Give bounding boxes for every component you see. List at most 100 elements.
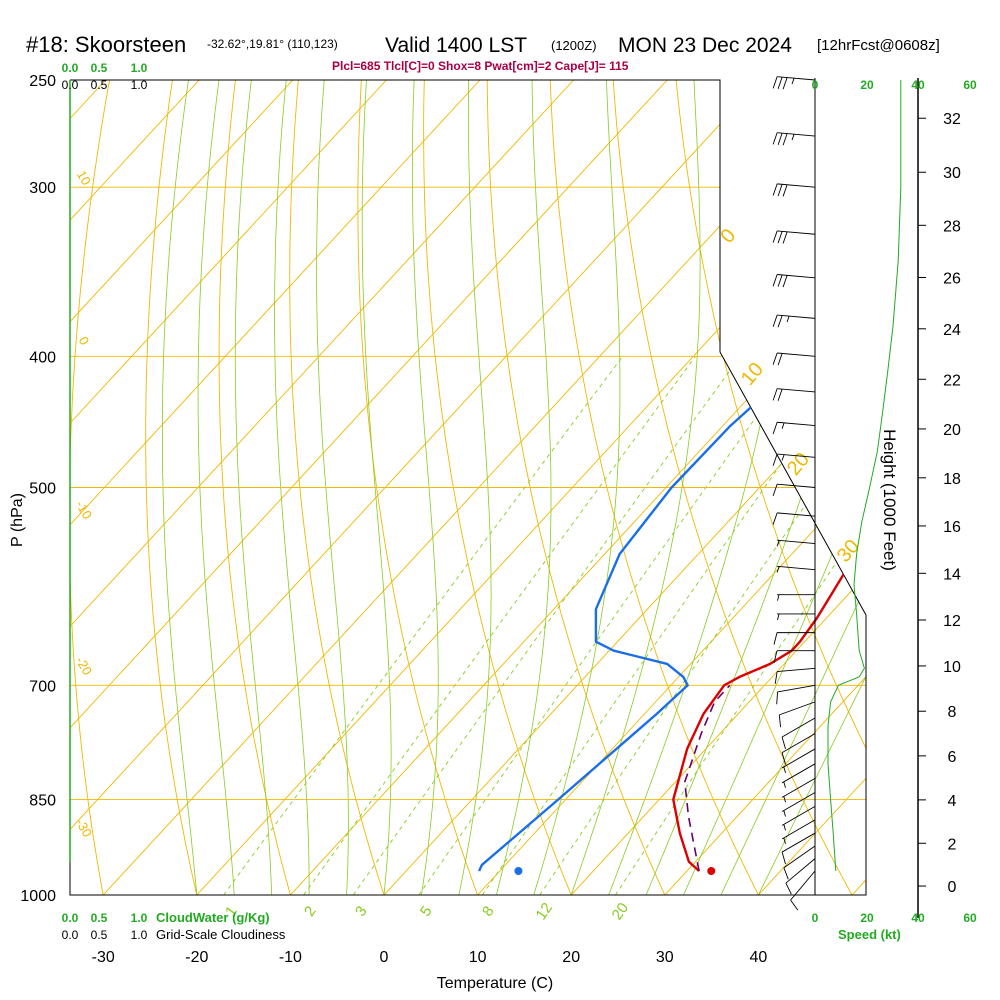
- wind-barb-staff: [777, 183, 816, 188]
- wind-barb-flag: [785, 882, 792, 895]
- wind-barb-staff: [777, 684, 816, 693]
- wind-barb-flag: [772, 132, 778, 145]
- wind-barb-flag: [776, 691, 779, 705]
- cloudiness-tick-label: 0.0: [62, 928, 79, 942]
- moist-adiabat-line: [412, 80, 439, 895]
- wind-barb-half-flag: [776, 540, 780, 547]
- forecast-label: [12hrFcst@0608z]: [817, 37, 940, 54]
- wind-speed-bottom-tick: 20: [860, 911, 874, 925]
- wind-barb-flag: [781, 851, 786, 865]
- height-tick-label: 0: [948, 879, 957, 896]
- wind-barb-staff: [777, 388, 816, 393]
- wind-barb-flag: [783, 867, 789, 880]
- isotherm-line: [70, 80, 294, 895]
- wind-barb-flag: [777, 231, 783, 244]
- sounding-series: [478, 80, 866, 872]
- wind-barb-staff: [777, 314, 816, 319]
- mixing-ratio-line: [482, 356, 858, 895]
- x-axis-title: Temperature (C): [437, 975, 553, 992]
- wind-barb-half-flag: [776, 566, 780, 573]
- wind-barb: [781, 832, 816, 865]
- wind-barb: [777, 594, 815, 601]
- wind-barb-half-flag: [783, 810, 786, 817]
- wind-barb-flag: [777, 388, 783, 401]
- wind-barb: [785, 858, 816, 895]
- moist-adiabat-line: [361, 80, 392, 895]
- isotherm-line: [0, 80, 12, 895]
- wind-speed-bottom-tick: 60: [963, 911, 977, 925]
- height-axis-title: Height (1000 Feet): [880, 429, 899, 571]
- moist-adiabat-line: [683, 80, 866, 895]
- wind-barb: [781, 748, 816, 773]
- wind-barb: [790, 870, 816, 911]
- mixing-ratio-line: [303, 356, 696, 895]
- wind-barb-staff: [781, 748, 816, 769]
- wind-barb-flag: [777, 133, 783, 145]
- cloud-water-tick-label: 0.0: [62, 911, 79, 925]
- dry-adiabat-line: [923, 56, 1000, 895]
- pressure-tick-label: 700: [29, 678, 56, 695]
- wind-barb-flag: [777, 315, 783, 328]
- mixing-ratio-line: [539, 356, 866, 895]
- wind-barb-flag: [777, 76, 783, 89]
- wind-barb-half-flag: [791, 134, 795, 141]
- background-grid: [0, 56, 1000, 895]
- mixing-ratio-label: 12: [533, 900, 556, 923]
- cloud-water-top-tick-label: 0.5: [91, 61, 108, 75]
- temperature-tick-label: 20: [562, 949, 580, 966]
- wind-barb-staff: [781, 832, 816, 853]
- wind-barb-flag: [782, 275, 788, 288]
- wind-barb-staff: [781, 763, 816, 784]
- wind-barb-staff: [777, 512, 816, 517]
- wind-barb-staff: [781, 792, 816, 812]
- wind-barb-flag: [772, 352, 778, 365]
- isotherm-line: [70, 80, 387, 895]
- wind-barb: [773, 632, 815, 645]
- wind-barb: [781, 763, 816, 788]
- wind-barb-half-flag: [791, 78, 795, 85]
- height-tick-label: 16: [943, 519, 961, 536]
- wind-barb-staff: [777, 132, 816, 137]
- wind-barb-half-flag: [783, 796, 786, 803]
- station-location: -32.62°,19.81° (110,123): [207, 37, 338, 51]
- height-tick-label: 8: [948, 704, 957, 721]
- wind-barb: [776, 684, 816, 705]
- temperature-tick-label: -10: [279, 949, 302, 966]
- mixing-ratio-label: 3: [352, 903, 371, 920]
- wind-barb-staff: [777, 453, 816, 458]
- wind-speed-top-tick: 40: [911, 78, 925, 92]
- wind-barb: [772, 512, 816, 525]
- wind-barb-flag: [772, 388, 778, 401]
- temperature-line: [672, 80, 866, 872]
- cloud-water-tick-label: 1.0: [131, 911, 148, 925]
- mixing-ratio-label: 2: [301, 903, 320, 920]
- wind-barb: [781, 717, 816, 749]
- moist-adiabat-line: [274, 80, 310, 895]
- wind-barb-staff: [781, 717, 816, 738]
- wind-barb: [781, 792, 816, 817]
- height-tick-label: 24: [943, 322, 961, 339]
- wind-barb: [772, 183, 816, 197]
- wind-barb-staff: [781, 805, 816, 826]
- pressure-tick-label: 850: [29, 792, 56, 809]
- pressure-tick-label: 400: [29, 349, 56, 366]
- wind-barb: [772, 132, 816, 146]
- wind-barb-staff: [777, 667, 816, 673]
- cloud-water-top-tick-label: 1.0: [131, 61, 148, 75]
- wind-barb: [772, 352, 816, 366]
- wind-barb-staff: [777, 421, 816, 427]
- wind-speed-label: Speed (kt): [838, 927, 901, 942]
- mixing-ratio-line: [352, 356, 741, 895]
- wind-barb-half-flag: [783, 837, 786, 844]
- wind-speed-bottom-tick: 40: [911, 911, 925, 925]
- wind-barb-staff: [777, 76, 816, 81]
- pressure-tick-label: 250: [29, 73, 56, 90]
- wind-barb-flag: [782, 133, 788, 146]
- wind-speed-line: [827, 80, 902, 872]
- wind-barb-flag: [778, 714, 782, 728]
- moist-adiabat-line: [162, 80, 198, 895]
- cloudiness-top-tick-label: 0.5: [91, 78, 108, 92]
- wind-barb-flag: [772, 422, 778, 435]
